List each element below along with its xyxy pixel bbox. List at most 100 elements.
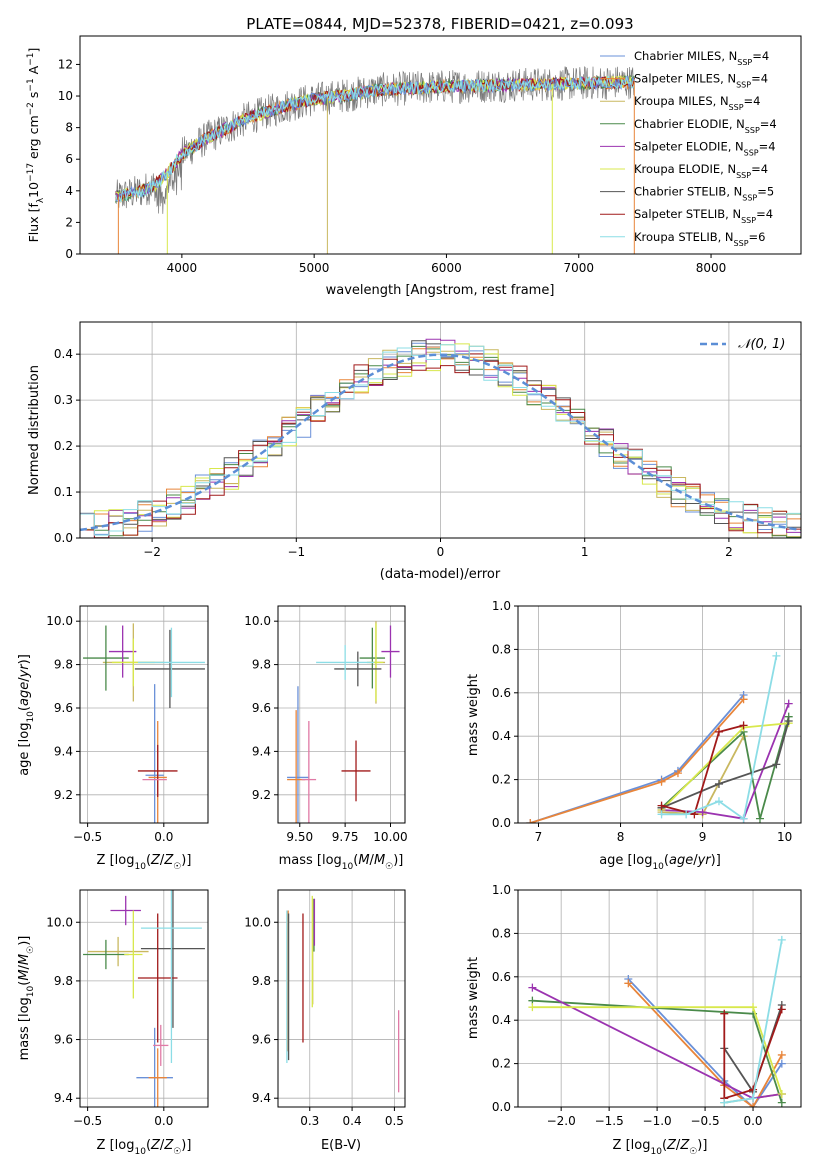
model-fit-line bbox=[115, 75, 635, 202]
weight-vs-age-ylabel: mass weight bbox=[466, 674, 481, 756]
y-tick-label: 0.2 bbox=[492, 773, 511, 787]
x-tick-label: −2 bbox=[143, 545, 161, 559]
residuals-xlabel: (data-model)/error bbox=[380, 567, 501, 582]
legend-count: =5 bbox=[757, 185, 774, 199]
x-tick-label: −2.0 bbox=[547, 1114, 576, 1128]
legend-count: =4 bbox=[760, 117, 777, 131]
age-vs-z-ylabel: age [log10(age/yr)] bbox=[17, 654, 36, 776]
mass-vs-ebv-ticks: 0.3 0.4 0.5 9.4 9.6 9.8 10.0 bbox=[244, 915, 404, 1128]
spectrum-xlabel: wavelength [Angstrom, rest frame] bbox=[326, 283, 555, 298]
mass-weight-line bbox=[723, 1009, 783, 1100]
legend-count: =4 bbox=[752, 49, 769, 63]
y-tick-label: 0.1 bbox=[54, 485, 73, 499]
mass-weight-marker bbox=[749, 1085, 758, 1094]
weight-vs-age-lines bbox=[526, 651, 793, 823]
legend-subscript: SSP bbox=[729, 103, 744, 112]
spectrum-frame bbox=[79, 35, 802, 255]
legend-count: =4 bbox=[759, 139, 776, 153]
weight-vs-age-ticks: 7 8 9 10 0.0 0.2 0.4 0.6 0.8 1.0 bbox=[492, 599, 792, 844]
y-tick-label: 9.2 bbox=[54, 788, 73, 802]
weight-vs-age-panel: 7 8 9 10 0.0 0.2 0.4 0.6 0.8 1.0 age [log10(age/y… bbox=[466, 599, 802, 872]
mass-weight-marker bbox=[528, 1003, 537, 1012]
mass-vs-ebv-panel: 0.3 0.4 0.5 9.4 9.6 9.8 10.0 E(B-V) bbox=[244, 889, 406, 1153]
legend-count: =4 bbox=[751, 162, 768, 176]
weight-vs-z-frame bbox=[517, 889, 802, 1108]
x-tick-label: 10.00 bbox=[373, 830, 407, 844]
x-tick-label: −0.5 bbox=[73, 830, 102, 844]
y-tick-label: 0.4 bbox=[492, 729, 511, 743]
y-tick-label: 10.0 bbox=[46, 915, 73, 929]
mass-vs-ebv-errorbars bbox=[286, 895, 400, 1093]
legend-label: Kroupa ELODIE, NSSP=4 bbox=[634, 162, 768, 180]
x-tick-label: −1.0 bbox=[643, 1114, 672, 1128]
y-tick-label: 1.0 bbox=[492, 599, 511, 613]
y-tick-label: 10.0 bbox=[244, 915, 271, 929]
mass-weight-marker bbox=[777, 935, 786, 944]
mass-weight-marker bbox=[749, 1003, 758, 1012]
weight-vs-z-panel: −2.0 −1.5 −1.0 −0.5 0.0 0.0 0.2 0.4 0.6 0.8 1.0 Z … bbox=[466, 883, 802, 1157]
y-tick-label: 6 bbox=[65, 152, 73, 166]
weight-vs-age-xlabel: age [log10(age/yr)] bbox=[599, 853, 721, 872]
mass-weight-marker bbox=[772, 760, 781, 769]
y-tick-label: 10 bbox=[58, 89, 73, 103]
mass-vs-z-xlabel: Z [log10(Z/Z☉)] bbox=[97, 1138, 192, 1157]
y-tick-label: 9.8 bbox=[252, 658, 271, 672]
normal-curve-line bbox=[80, 353, 801, 532]
x-tick-label: 8000 bbox=[696, 261, 727, 275]
mass-weight-marker bbox=[682, 810, 691, 819]
age-vs-mass-xlabel: mass [log10(M/M☉)] bbox=[279, 853, 404, 872]
y-tick-label: 0.2 bbox=[492, 1057, 511, 1071]
y-tick-label: 9.8 bbox=[54, 974, 73, 988]
normal-curve-legend-label: 𝒩(0, 1) bbox=[738, 337, 785, 352]
mass-weight-line bbox=[627, 982, 783, 1107]
mass-weight-marker bbox=[657, 810, 666, 819]
mass-weight-marker bbox=[777, 1098, 786, 1107]
mass-weight-line bbox=[661, 720, 790, 809]
mass-weight-marker bbox=[777, 1059, 786, 1068]
x-tick-label: −1 bbox=[287, 545, 305, 559]
x-tick-label: 6000 bbox=[431, 261, 462, 275]
legend-subscript: SSP bbox=[736, 80, 751, 89]
x-tick-label: 0.4 bbox=[343, 1114, 362, 1128]
y-tick-label: 0.3 bbox=[54, 393, 73, 407]
residuals-histograms bbox=[80, 338, 801, 538]
residuals-panel: −2 −1 0 1 2 0.0 0.1 0.2 0.3 0.4 (data-model)/erro… bbox=[27, 321, 802, 582]
y-tick-label: 9.4 bbox=[252, 1091, 271, 1105]
weight-vs-z-ticks: −2.0 −1.5 −1.0 −0.5 0.0 0.0 0.2 0.4 0.6 0.8 1.0 bbox=[492, 883, 763, 1128]
mass-weight-marker bbox=[720, 1098, 729, 1107]
legend-label: Chabrier ELODIE, NSSP=4 bbox=[634, 117, 777, 135]
age-vs-z-xlabel: Z [log10(Z/Z☉)] bbox=[97, 853, 192, 872]
y-tick-label: 2 bbox=[65, 215, 73, 229]
mass-vs-ebv-frame bbox=[277, 889, 406, 1108]
legend-label: Chabrier STELIB, NSSP=5 bbox=[634, 185, 774, 203]
x-tick-label: −0.5 bbox=[690, 1114, 719, 1128]
x-tick-label: 0.3 bbox=[300, 1114, 319, 1128]
x-tick-label: 2 bbox=[725, 545, 733, 559]
y-tick-label: 0 bbox=[65, 247, 73, 261]
x-tick-label: 8 bbox=[617, 830, 625, 844]
figure-title: PLATE=0844, MJD=52378, FIBERID=0421, z=0… bbox=[246, 15, 633, 33]
y-tick-label: 10.0 bbox=[46, 614, 73, 628]
y-tick-label: 9.6 bbox=[54, 701, 73, 715]
age-vs-z-ticks: −0.5 0.0 9.2 9.4 9.6 9.8 10.0 bbox=[46, 614, 173, 844]
mass-weight-marker bbox=[755, 814, 764, 823]
x-tick-label: 4000 bbox=[167, 261, 198, 275]
mass-weight-marker bbox=[772, 651, 781, 660]
x-tick-label: 7 bbox=[535, 830, 543, 844]
y-tick-label: 9.2 bbox=[252, 788, 271, 802]
y-tick-label: 0.4 bbox=[54, 347, 73, 361]
mass-vs-ebv-xlabel: E(B-V) bbox=[321, 1138, 361, 1153]
y-tick-label: 9.6 bbox=[252, 701, 271, 715]
mass-vs-z-ticks: −0.5 0.0 9.4 9.6 9.8 10.0 bbox=[46, 915, 173, 1128]
mass-weight-marker bbox=[714, 779, 723, 788]
weight-vs-z-xlabel: Z [log10(Z/Z☉)] bbox=[613, 1138, 708, 1157]
legend-count: =4 bbox=[756, 207, 773, 221]
y-tick-label: 9.6 bbox=[252, 1033, 271, 1047]
legend-subscript: SSP bbox=[734, 238, 749, 247]
y-tick-label: 1.0 bbox=[492, 883, 511, 897]
x-tick-label: 10 bbox=[777, 830, 792, 844]
legend-subscript: SSP bbox=[742, 193, 757, 202]
y-tick-label: 9.4 bbox=[54, 1091, 73, 1105]
x-tick-label: −1.5 bbox=[595, 1114, 624, 1128]
